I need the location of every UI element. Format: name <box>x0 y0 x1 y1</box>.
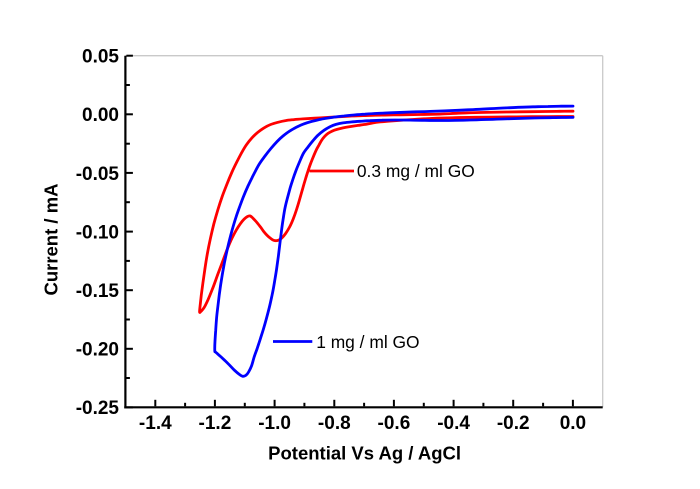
svg-text:0.3 mg / ml GO: 0.3 mg / ml GO <box>357 161 475 181</box>
svg-text:-0.4: -0.4 <box>437 413 470 434</box>
svg-text:-0.10: -0.10 <box>76 223 119 244</box>
svg-text:-1.2: -1.2 <box>199 413 232 434</box>
svg-text:0.05: 0.05 <box>82 47 119 68</box>
svg-text:-0.05: -0.05 <box>76 164 120 185</box>
svg-text:-0.6: -0.6 <box>378 413 411 434</box>
svg-text:Potential Vs Ag / AgCl: Potential Vs Ag / AgCl <box>268 443 461 464</box>
svg-text:-0.20: -0.20 <box>76 340 119 361</box>
svg-text:-1.4: -1.4 <box>139 413 172 434</box>
svg-text:1 mg / ml GO: 1 mg / ml GO <box>316 332 419 352</box>
svg-text:0.00: 0.00 <box>82 105 119 126</box>
svg-text:-0.15: -0.15 <box>76 281 120 302</box>
svg-text:-0.2: -0.2 <box>497 413 530 434</box>
svg-text:0.0: 0.0 <box>560 413 586 434</box>
svg-text:-0.25: -0.25 <box>76 398 120 419</box>
svg-text:Current / mA: Current / mA <box>41 183 62 295</box>
svg-text:-1.0: -1.0 <box>258 413 291 434</box>
svg-text:-0.8: -0.8 <box>318 413 351 434</box>
